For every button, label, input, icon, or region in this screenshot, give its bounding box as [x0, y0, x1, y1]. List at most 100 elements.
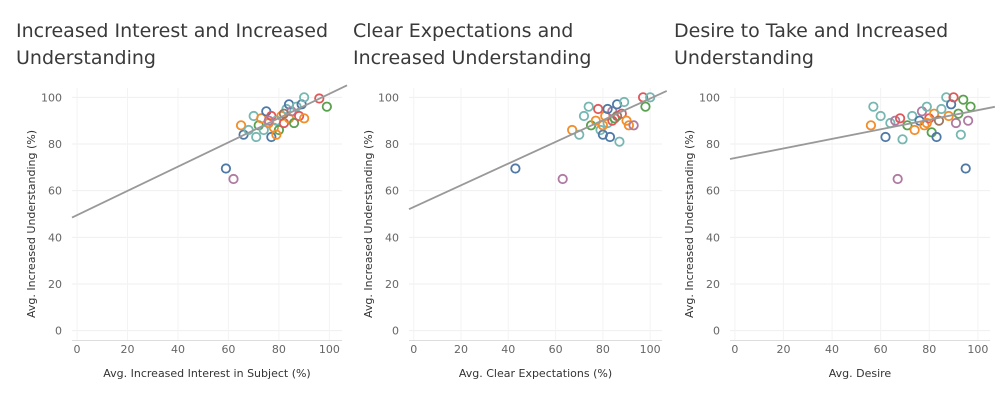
scatter-point — [868, 101, 879, 112]
x-tick-label: 60 — [221, 343, 235, 356]
chart-panel-interest: Increased Interest and Increased Underst… — [16, 0, 348, 400]
scatter-chart-desire: 0 20 40 60 80 100 0 20 40 60 80 100 Avg. Desire Avg. … — [683, 88, 996, 380]
scatter-point — [936, 103, 947, 115]
scatter-point — [235, 120, 247, 131]
chart-panel-desire: Desire to Take and Increased Understandi… — [674, 0, 996, 400]
scatter-point — [288, 117, 300, 129]
scatter-point — [266, 131, 277, 143]
scatter-point — [965, 101, 976, 112]
chart-title: Clear Expectations and Increased Underst… — [353, 20, 592, 69]
chart-title: Increased Interest and Increased Underst… — [16, 20, 329, 69]
scatter-point — [941, 92, 952, 103]
x-tick-label: 40 — [171, 343, 185, 356]
scatter-point — [228, 173, 239, 185]
scatter-chart-expectations: 0 20 40 60 80 100 0 20 40 60 80 100 Avg. Clear Expec… — [362, 88, 668, 380]
x-axis-title: Avg. Clear Expectations (%) — [459, 367, 612, 380]
x-tick-label: 20 — [454, 343, 468, 356]
x-tick-label: 40 — [501, 343, 515, 356]
scatter-point — [614, 136, 625, 147]
scatter-point — [897, 134, 908, 145]
scatter-point — [557, 173, 568, 185]
scatter-points — [220, 92, 332, 185]
scatter-point — [880, 131, 891, 143]
scatter-point — [623, 120, 634, 131]
y-tick-label: 100 — [378, 91, 399, 104]
scatter-point — [604, 131, 616, 143]
scatter-point — [892, 173, 903, 185]
x-tick-label: 60 — [549, 343, 563, 356]
y-axis-title: Avg. Increased Understanding (%) — [25, 130, 38, 318]
y-tick-label: 80 — [385, 138, 399, 151]
x-tick-label: 0 — [410, 343, 417, 356]
chart-title: Desire to Take and Increased Understandi… — [674, 20, 949, 69]
y-tick-label: 40 — [385, 231, 399, 244]
scatter-point — [602, 103, 613, 115]
y-axis-title: Avg. Increased Understanding (%) — [683, 130, 696, 318]
x-tick-label: 0 — [731, 343, 738, 356]
scatter-point — [583, 101, 594, 112]
y-tick-label: 40 — [706, 231, 720, 244]
y-tick-label: 0 — [392, 325, 399, 338]
y-tick-label: 20 — [48, 278, 62, 291]
x-tick-label: 20 — [776, 343, 790, 356]
scatter-point — [220, 163, 232, 174]
x-tick-label: 60 — [874, 343, 888, 356]
y-tick-label: 0 — [713, 325, 720, 338]
y-tick-label: 40 — [48, 231, 62, 244]
scatter-point — [299, 92, 310, 103]
scatter-point — [251, 131, 262, 143]
x-tick-label: 100 — [319, 343, 340, 356]
scatter-point — [933, 115, 945, 126]
scatter-point — [865, 120, 877, 131]
x-tick-label: 0 — [74, 343, 81, 356]
x-tick-label: 80 — [596, 343, 610, 356]
scatter-point — [921, 101, 932, 112]
scatter-chart-interest: 0 20 40 60 80 100 0 20 40 60 80 100 Avg. Increased I… — [25, 84, 348, 380]
trend-line — [408, 90, 668, 210]
y-tick-label: 80 — [706, 138, 720, 151]
x-tick-label: 80 — [272, 343, 286, 356]
scatter-point — [890, 115, 901, 126]
scatter-point — [894, 113, 906, 124]
scatter-point — [931, 131, 942, 143]
scatter-point — [955, 129, 966, 140]
x-axis-title: Avg. Increased Interest in Subject (%) — [103, 367, 310, 380]
x-tick-label: 80 — [922, 343, 936, 356]
scatter-point — [960, 163, 971, 174]
y-tick-label: 80 — [48, 138, 62, 151]
scatter-point — [619, 96, 630, 108]
y-tick-label: 20 — [385, 278, 399, 291]
y-tick-label: 60 — [48, 185, 62, 198]
scatter-point — [578, 110, 590, 122]
scatter-points — [865, 92, 976, 185]
scatter-point — [950, 117, 962, 129]
scatter-point — [958, 94, 969, 105]
y-tick-label: 20 — [706, 278, 720, 291]
x-tick-label: 40 — [825, 343, 839, 356]
y-tick-label: 100 — [699, 91, 720, 104]
scatter-point — [909, 124, 920, 136]
scatter-point — [294, 110, 305, 122]
trend-line — [71, 84, 348, 219]
scatter-point — [321, 101, 332, 112]
scatter-point — [907, 110, 918, 122]
scatter-point — [271, 129, 282, 140]
scatter-point — [921, 117, 932, 129]
scatter-point — [299, 113, 310, 124]
scatter-point — [875, 110, 886, 122]
scatter-point — [593, 103, 604, 115]
y-tick-label: 100 — [41, 91, 62, 104]
x-tick-label: 100 — [640, 343, 661, 356]
x-tick-label: 20 — [121, 343, 135, 356]
y-axis-title: Avg. Increased Understanding (%) — [362, 130, 375, 318]
scatter-point — [510, 163, 521, 174]
y-tick-label: 0 — [55, 325, 62, 338]
chart-panel-expectations: Clear Expectations and Increased Underst… — [353, 0, 668, 400]
x-tick-label: 100 — [967, 343, 988, 356]
scatter-point — [314, 93, 325, 104]
y-tick-label: 60 — [385, 185, 399, 198]
y-tick-label: 60 — [706, 185, 720, 198]
scatter-point — [261, 106, 272, 117]
x-axis-title: Avg. Desire — [829, 367, 892, 380]
